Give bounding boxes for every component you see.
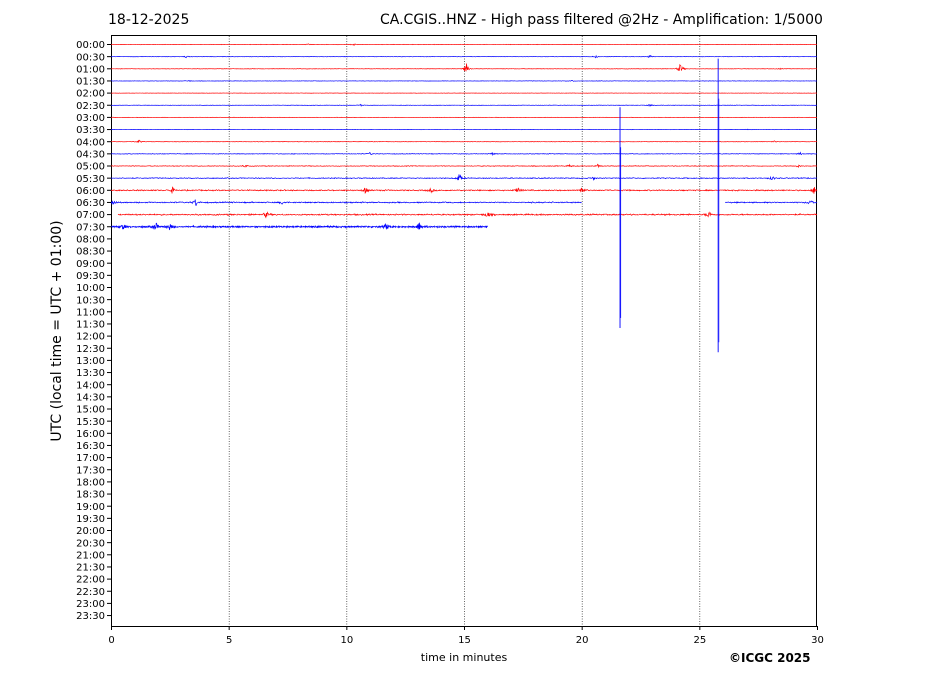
trace-0730	[110, 222, 488, 231]
y-tick-label-18:00: 18:00	[76, 478, 105, 489]
y-tick-label-17:00: 17:00	[76, 453, 105, 464]
y-tick-label-14:30: 14:30	[76, 392, 105, 403]
y-tick-label-10:30: 10:30	[76, 295, 105, 306]
x-tick-label-0: 0	[108, 635, 114, 646]
trace-0600	[110, 186, 818, 194]
plot-frame	[111, 35, 817, 627]
trace-0430	[110, 151, 818, 157]
y-tick-label-19:30: 19:30	[76, 514, 105, 525]
y-tick-label-13:00: 13:00	[76, 356, 105, 367]
trace-0330	[110, 128, 818, 131]
y-tick-label-04:00: 04:00	[76, 137, 105, 148]
x-tick-label-10: 10	[340, 635, 353, 646]
y-tick-label-14:00: 14:00	[76, 380, 105, 391]
y-tick-label-03:00: 03:00	[76, 113, 105, 124]
trace-0230	[110, 103, 818, 107]
y-tick-label-07:30: 07:30	[76, 222, 105, 233]
y-tick-label-09:30: 09:30	[76, 271, 105, 282]
y-tick-label-16:00: 16:00	[76, 429, 105, 440]
y-tick-label-15:30: 15:30	[76, 417, 105, 428]
trace-0500	[110, 163, 818, 169]
y-tick-label-22:30: 22:30	[76, 587, 105, 598]
grid-layer	[228, 36, 701, 626]
y-tick-label-12:00: 12:00	[76, 332, 105, 343]
trace-0530	[110, 174, 818, 181]
chart-title: CA.CGIS..HNZ - High pass filtered @2Hz -…	[380, 12, 823, 28]
y-tick-label-17:30: 17:30	[76, 465, 105, 476]
y-tick-label-08:30: 08:30	[76, 247, 105, 258]
y-tick-label-23:00: 23:00	[76, 599, 105, 610]
chart-date: 18-12-2025	[108, 12, 190, 28]
y-tick-label-21:30: 21:30	[76, 563, 105, 574]
y-tick-label-01:00: 01:00	[76, 64, 105, 75]
y-tick-label-07:00: 07:00	[76, 210, 105, 221]
trace-0630-b	[724, 200, 818, 205]
y-tick-label-02:30: 02:30	[76, 101, 105, 112]
x-tick-label-20: 20	[576, 635, 589, 646]
x-tick-label-15: 15	[458, 635, 471, 646]
trace-0630-a	[110, 199, 582, 206]
x-axis-label: time in minutes	[420, 651, 508, 664]
y-tick-label-13:30: 13:30	[76, 368, 105, 379]
trace-0130	[110, 80, 818, 82]
x-tick-label-25: 25	[693, 635, 706, 646]
y-tick-label-01:30: 01:30	[76, 77, 105, 88]
trace-0400	[110, 139, 818, 144]
y-tick-label-11:00: 11:00	[76, 307, 105, 318]
y-tick-label-10:00: 10:00	[76, 283, 105, 294]
y-tick-label-12:30: 12:30	[76, 344, 105, 355]
y-tick-label-16:30: 16:30	[76, 441, 105, 452]
x-tick-label-30: 30	[811, 635, 824, 646]
y-tick-label-06:30: 06:30	[76, 198, 105, 209]
y-tick-label-11:30: 11:30	[76, 320, 105, 331]
y-tick-label-09:00: 09:00	[76, 259, 105, 270]
y-tick-label-19:00: 19:00	[76, 502, 105, 513]
y-tick-label-00:30: 00:30	[76, 52, 105, 63]
y-tick-label-08:00: 08:00	[76, 235, 105, 246]
y-tick-label-20:00: 20:00	[76, 526, 105, 537]
x-tick-label-5: 5	[226, 635, 232, 646]
trace-0100	[110, 63, 818, 72]
y-tick-label-04:30: 04:30	[76, 149, 105, 160]
trace-layer	[110, 43, 818, 353]
copyright-text: ©ICGC 2025	[729, 651, 811, 665]
y-tick-label-03:30: 03:30	[76, 125, 105, 136]
y-tick-label-05:00: 05:00	[76, 162, 105, 173]
y-tick-label-23:30: 23:30	[76, 611, 105, 622]
trace-0700	[117, 211, 818, 219]
y-tick-label-05:30: 05:30	[76, 174, 105, 185]
y-tick-label-06:00: 06:00	[76, 186, 105, 197]
trace-0030	[110, 54, 818, 59]
y-tick-label-18:30: 18:30	[76, 490, 105, 501]
y-tick-label-00:00: 00:00	[76, 40, 105, 51]
trace-0000	[110, 43, 818, 47]
y-tick-label-22:00: 22:00	[76, 575, 105, 586]
y-tick-label-21:00: 21:00	[76, 550, 105, 561]
y-tick-label-15:00: 15:00	[76, 405, 105, 416]
y-tick-label-02:00: 02:00	[76, 89, 105, 100]
y-tick-label-20:30: 20:30	[76, 538, 105, 549]
